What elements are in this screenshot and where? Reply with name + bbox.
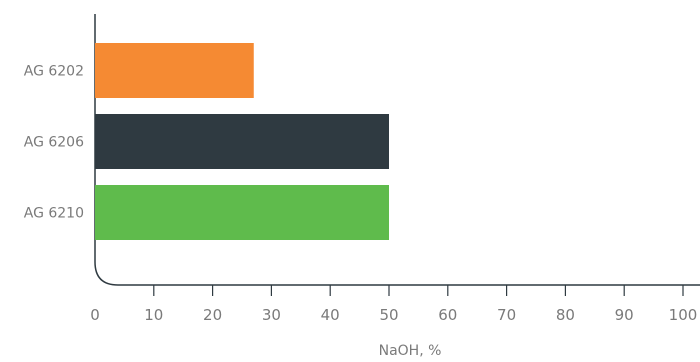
x-tick-label: 100 [669, 306, 698, 324]
x-tick-label: 0 [90, 306, 100, 324]
category-label: AG 6202 [24, 64, 84, 80]
x-tick-label: 80 [556, 306, 575, 324]
category-label: AG 6210 [24, 206, 84, 222]
category-labels: AG 6202 AG 6206 AG 6210 [24, 64, 84, 222]
x-tick-label: 50 [379, 306, 398, 324]
bars-group [95, 43, 389, 240]
x-ticks [153, 285, 684, 296]
x-tick-label: 30 [262, 306, 281, 324]
category-label: AG 6206 [24, 135, 84, 151]
x-tick-label: 90 [615, 306, 634, 324]
bar-1 [95, 114, 389, 169]
x-tick-label: 10 [144, 306, 163, 324]
x-tick-labels: 0 10 20 30 40 50 60 70 80 90 100 [90, 306, 697, 324]
axis-line [94, 14, 700, 286]
bar-0 [95, 43, 254, 98]
x-tick-label: 20 [203, 306, 222, 324]
x-tick-label: 60 [438, 306, 457, 324]
x-tick-label: 40 [321, 306, 340, 324]
x-tick-label: 70 [497, 306, 516, 324]
bar-2 [95, 185, 389, 240]
x-axis-title: NaOH, % [379, 343, 442, 359]
